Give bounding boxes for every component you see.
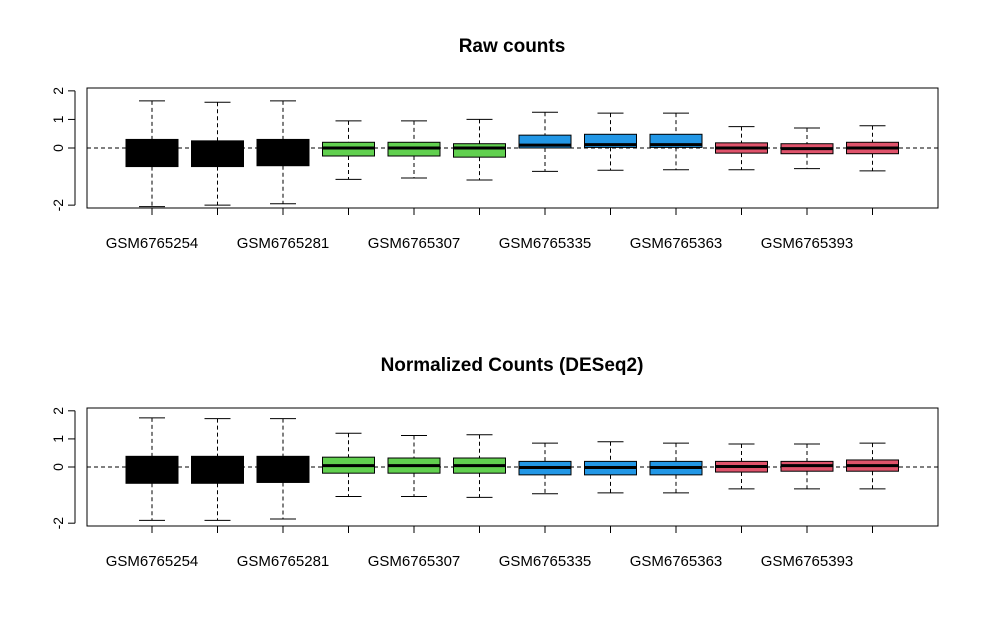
- box-4: [322, 120, 375, 180]
- x-tick-label: GSM6765393: [761, 553, 854, 570]
- box-7: [518, 442, 572, 495]
- x-tick-label: GSM6765335: [499, 235, 592, 252]
- y-tick-label: 2: [50, 87, 66, 95]
- x-tick-label: GSM6765254: [106, 553, 199, 570]
- box-6: [453, 118, 506, 181]
- x-tick-label: GSM6765281: [237, 553, 330, 570]
- box-5: [387, 120, 441, 179]
- box-11: [780, 443, 834, 490]
- box-8: [584, 112, 637, 171]
- chart-title: Raw counts: [459, 36, 566, 57]
- normalized-counts-panel: Normalized Counts (DESeq2) -2 0 1 2 GSM676525…: [50, 355, 939, 570]
- y-tick-label: 0: [50, 463, 66, 471]
- box-10: [715, 126, 768, 171]
- box-12: [846, 125, 899, 172]
- box-iqr: [453, 143, 506, 158]
- x-tick-label: GSM6765393: [761, 235, 854, 252]
- y-tick-label: -2: [50, 517, 66, 530]
- y-tick-label: 1: [50, 115, 66, 123]
- x-tick-label: GSM6765363: [630, 553, 723, 570]
- box-10: [715, 443, 768, 490]
- box-2: [191, 101, 244, 206]
- x-tick-label: GSM6765254: [106, 235, 199, 252]
- box-3: [256, 418, 310, 520]
- x-tick-label: GSM6765281: [237, 235, 330, 252]
- box-9: [649, 442, 703, 494]
- y-tick-label: -2: [50, 199, 66, 212]
- x-tick-label: GSM6765307: [368, 553, 461, 570]
- chart-title: Normalized Counts (DESeq2): [381, 355, 644, 376]
- box-3: [256, 100, 310, 205]
- box-2: [191, 418, 244, 521]
- y-tick-label: 1: [50, 435, 66, 443]
- x-tick-label: GSM6765307: [368, 235, 461, 252]
- box-7: [518, 111, 572, 172]
- box-4: [322, 432, 375, 497]
- x-tick-label: GSM6765363: [630, 235, 723, 252]
- y-tick-label: 2: [50, 407, 66, 415]
- box-1: [125, 100, 179, 208]
- box-11: [780, 127, 834, 170]
- box-12: [846, 442, 899, 490]
- box-1: [125, 417, 179, 521]
- box-8: [584, 441, 637, 494]
- x-tick-label: GSM6765335: [499, 553, 592, 570]
- y-tick-label: 0: [50, 144, 66, 152]
- box-5: [387, 435, 441, 497]
- box-9: [649, 112, 703, 171]
- box-6: [453, 434, 506, 498]
- raw-counts-panel: Raw counts -2 0 1 2 GSM6765254 GSM6765281 GSM67…: [50, 36, 939, 252]
